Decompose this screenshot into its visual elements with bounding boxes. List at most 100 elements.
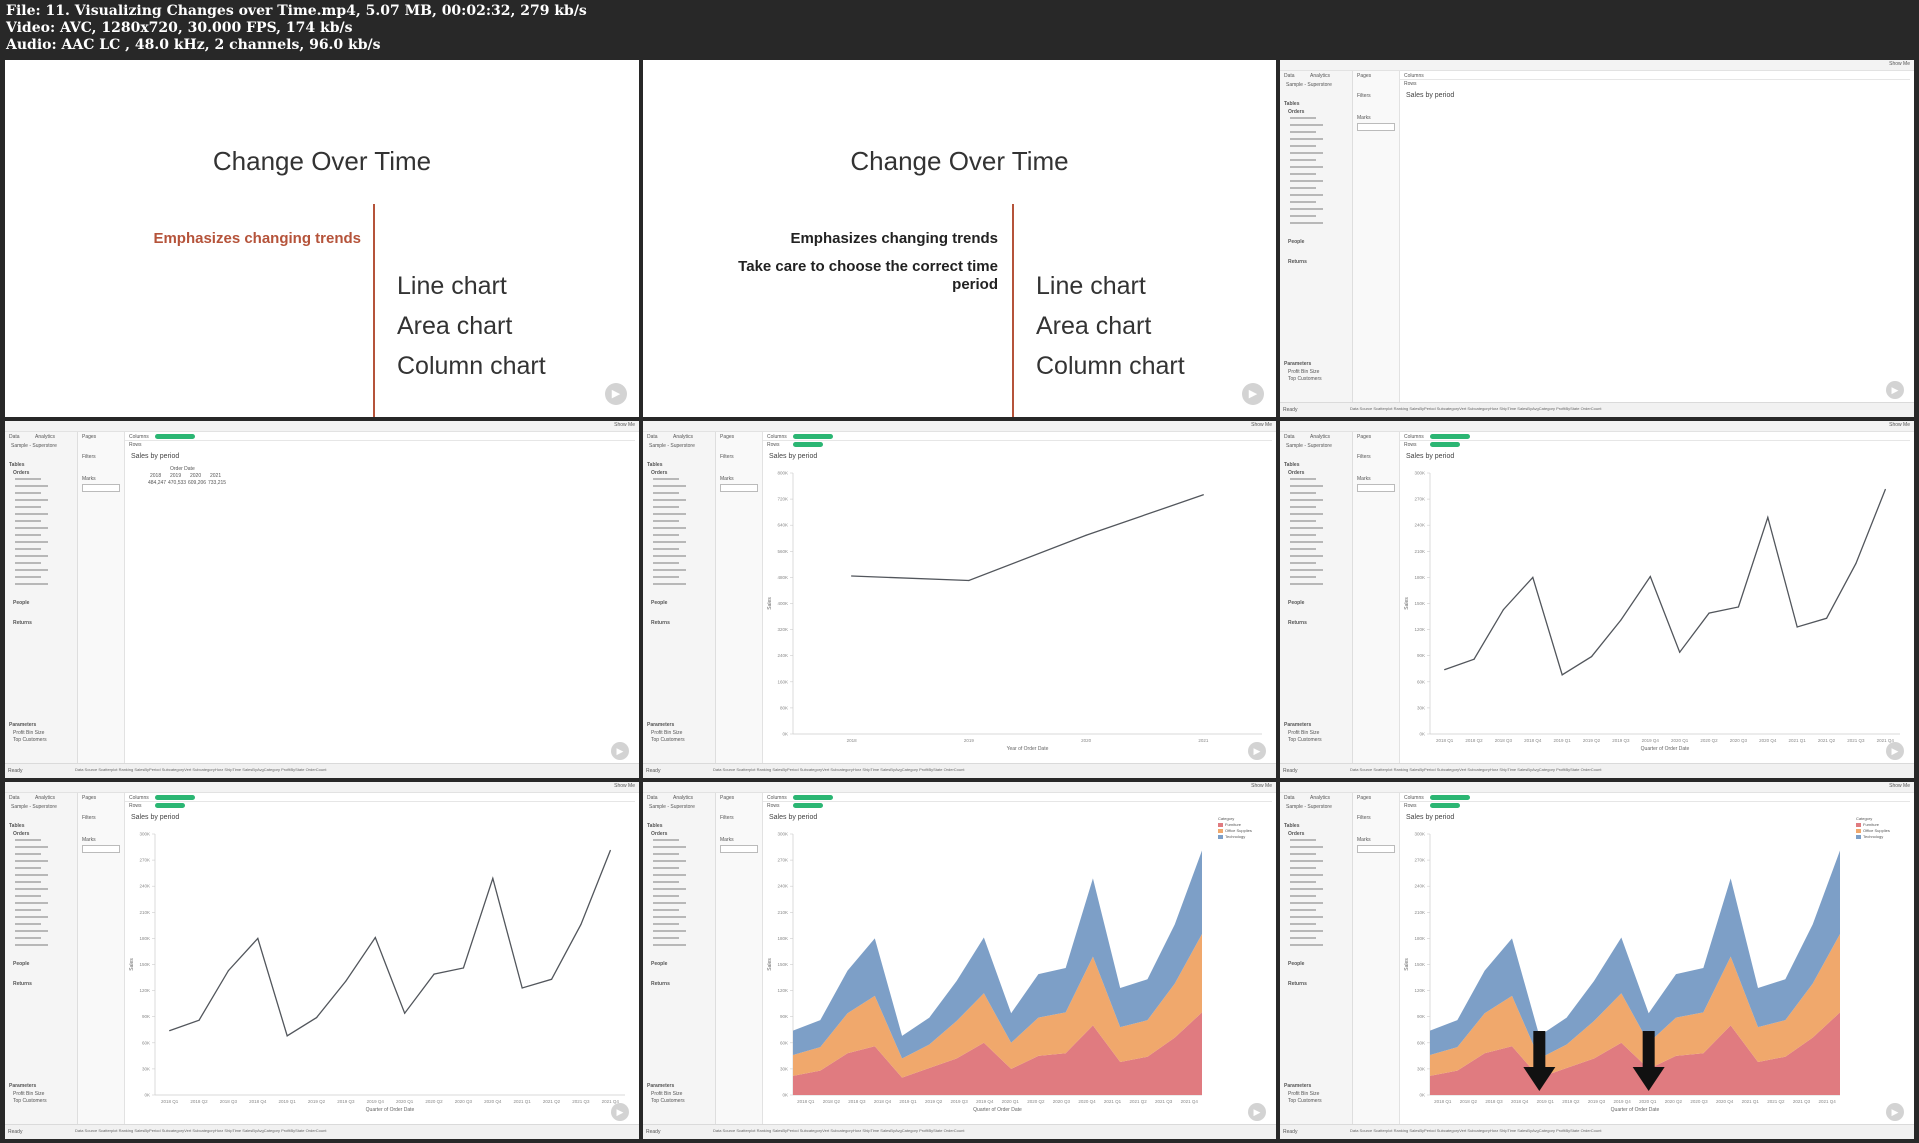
field-row[interactable] — [653, 576, 679, 578]
show-me-button[interactable]: Show Me — [1251, 422, 1272, 428]
field-row[interactable] — [15, 916, 48, 918]
field-row[interactable] — [15, 937, 41, 939]
columns-pill[interactable] — [793, 434, 833, 439]
legend-item[interactable]: Furniture — [1856, 822, 1890, 828]
field-row[interactable] — [653, 583, 686, 585]
field-row[interactable] — [1290, 222, 1323, 224]
field-row[interactable] — [653, 527, 686, 529]
returns-folder[interactable]: Returns — [1288, 259, 1307, 265]
field-row[interactable] — [15, 909, 41, 911]
data-tab[interactable]: Data — [647, 795, 658, 801]
field-row[interactable] — [1290, 541, 1323, 543]
field-row[interactable] — [1290, 499, 1323, 501]
analytics-tab[interactable]: Analytics — [1310, 434, 1331, 440]
field-row[interactable] — [1290, 555, 1323, 557]
field-row[interactable] — [1290, 930, 1323, 932]
field-row[interactable] — [1290, 215, 1316, 217]
field-row[interactable] — [1290, 874, 1323, 876]
orders-folder[interactable]: Orders — [1288, 109, 1305, 115]
field-row[interactable] — [1290, 867, 1316, 869]
field-row[interactable] — [653, 555, 686, 557]
rows-pill[interactable] — [1430, 442, 1460, 447]
rows-pill[interactable] — [793, 442, 823, 447]
field-row[interactable] — [15, 478, 41, 480]
field-row[interactable] — [1290, 562, 1316, 564]
legend-item[interactable]: Technology — [1218, 834, 1252, 840]
field-row[interactable] — [653, 513, 686, 515]
datasource-item[interactable]: Sample - Superstore — [11, 804, 57, 810]
field-row[interactable] — [1290, 492, 1316, 494]
columns-pill[interactable] — [155, 795, 195, 800]
field-row[interactable] — [1290, 846, 1323, 848]
orders-folder[interactable]: Orders — [13, 470, 30, 476]
field-row[interactable] — [653, 499, 686, 501]
field-row[interactable] — [653, 569, 686, 571]
field-row[interactable] — [653, 902, 686, 904]
orders-folder[interactable]: Orders — [651, 470, 668, 476]
field-row[interactable] — [15, 881, 41, 883]
field-row[interactable] — [1290, 902, 1323, 904]
field-row[interactable] — [1290, 583, 1323, 585]
analytics-tab[interactable]: Analytics — [673, 795, 694, 801]
field-row[interactable] — [653, 881, 679, 883]
data-tab[interactable]: Data — [1284, 434, 1295, 440]
people-folder[interactable]: People — [1288, 239, 1305, 245]
field-row[interactable] — [15, 944, 48, 946]
field-row[interactable] — [653, 839, 679, 841]
parameter-item[interactable]: Top Customers — [1288, 1098, 1322, 1104]
field-row[interactable] — [1290, 124, 1323, 126]
field-row[interactable] — [1290, 506, 1316, 508]
data-tab[interactable]: Data — [1284, 795, 1295, 801]
field-row[interactable] — [15, 562, 41, 564]
people-folder[interactable]: People — [1288, 961, 1305, 967]
people-folder[interactable]: People — [651, 961, 668, 967]
data-tab[interactable]: Data — [9, 434, 20, 440]
datasource-item[interactable]: Sample - Superstore — [649, 443, 695, 449]
field-row[interactable] — [653, 874, 686, 876]
field-row[interactable] — [653, 916, 686, 918]
play-icon[interactable]: ▶ — [1248, 742, 1266, 760]
parameter-item[interactable]: Top Customers — [651, 737, 685, 743]
field-row[interactable] — [1290, 853, 1316, 855]
field-row[interactable] — [653, 923, 679, 925]
play-icon[interactable]: ▶ — [1886, 1103, 1904, 1121]
field-row[interactable] — [653, 846, 686, 848]
people-folder[interactable]: People — [13, 600, 30, 606]
parameter-item[interactable]: Top Customers — [1288, 737, 1322, 743]
field-row[interactable] — [653, 895, 679, 897]
field-row[interactable] — [15, 839, 41, 841]
parameter-item[interactable]: Top Customers — [1288, 376, 1322, 382]
field-row[interactable] — [653, 485, 686, 487]
field-row[interactable] — [15, 534, 41, 536]
parameter-item[interactable]: Profit Bin Size — [13, 1091, 45, 1097]
columns-pill[interactable] — [155, 434, 195, 439]
orders-folder[interactable]: Orders — [13, 831, 30, 837]
mark-type-dropdown[interactable] — [1357, 845, 1395, 853]
field-row[interactable] — [15, 506, 41, 508]
mark-type-dropdown[interactable] — [720, 845, 758, 853]
field-row[interactable] — [1290, 860, 1323, 862]
mark-type-dropdown[interactable] — [82, 845, 120, 853]
parameter-item[interactable]: Profit Bin Size — [1288, 1091, 1320, 1097]
datasource-item[interactable]: Sample - Superstore — [1286, 82, 1332, 88]
field-row[interactable] — [15, 583, 48, 585]
field-row[interactable] — [1290, 520, 1316, 522]
show-me-button[interactable]: Show Me — [614, 783, 635, 789]
field-row[interactable] — [653, 541, 686, 543]
field-row[interactable] — [15, 860, 48, 862]
field-row[interactable] — [15, 527, 48, 529]
field-row[interactable] — [653, 506, 679, 508]
mark-type-dropdown[interactable] — [1357, 123, 1395, 131]
show-me-button[interactable]: Show Me — [1889, 61, 1910, 67]
returns-folder[interactable]: Returns — [13, 620, 32, 626]
sheet-tabs[interactable]: Data Source Scatterplot Ranking SalesByP… — [1350, 767, 1602, 772]
field-row[interactable] — [1290, 909, 1316, 911]
columns-pill[interactable] — [793, 795, 833, 800]
field-row[interactable] — [653, 860, 686, 862]
field-row[interactable] — [1290, 208, 1323, 210]
field-row[interactable] — [653, 534, 679, 536]
parameter-item[interactable]: Profit Bin Size — [651, 1091, 683, 1097]
parameter-item[interactable]: Profit Bin Size — [1288, 730, 1320, 736]
sheet-tabs[interactable]: Data Source Scatterplot Ranking SalesByP… — [75, 1128, 327, 1133]
datasource-item[interactable]: Sample - Superstore — [1286, 804, 1332, 810]
